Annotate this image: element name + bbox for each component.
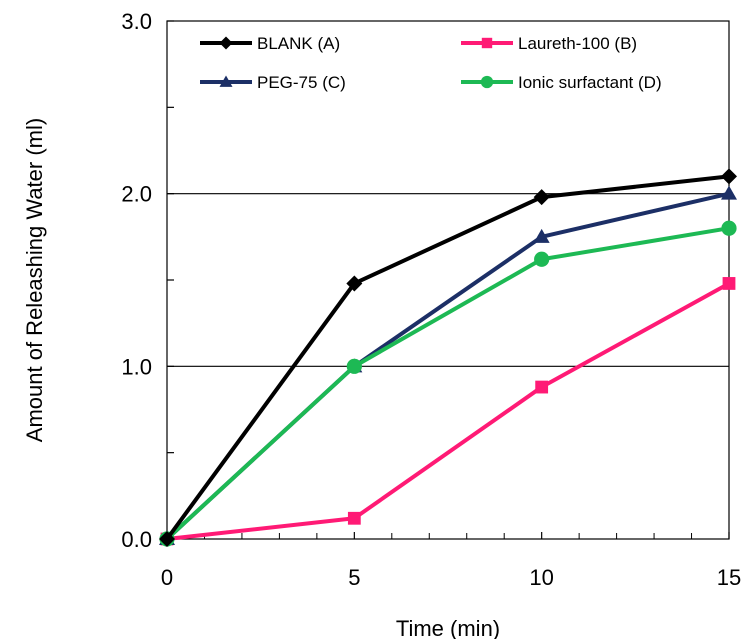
y-tick-label-3: 3.0	[121, 9, 152, 34]
series-0	[159, 168, 737, 547]
x-tick-label-0: 0	[161, 565, 173, 590]
series-1-point-2	[535, 380, 549, 394]
series-line-3	[165, 226, 730, 541]
x-tick-label-1: 5	[348, 565, 360, 590]
series-3-point-2	[534, 251, 550, 267]
series-3	[159, 220, 737, 547]
series-3-point-1	[346, 358, 362, 374]
y-axis-title: Amount of Releashing Water (ml)	[22, 118, 47, 442]
y-tick-label-0: 0.0	[121, 527, 152, 552]
series-line-1	[166, 281, 730, 541]
y-tick-label-2: 2.0	[121, 182, 152, 207]
legend-label-3: Ionic surfactant (D)	[518, 73, 662, 92]
series-0-point-1	[346, 275, 363, 292]
series-3-point-3	[721, 220, 737, 236]
series-1-point-1	[347, 511, 361, 525]
legend-label-0: BLANK (A)	[257, 34, 340, 53]
legend-item-0: BLANK (A)	[200, 34, 340, 53]
x-axis-title: Time (min)	[396, 616, 500, 639]
legend-item-1: Laureth-100 (B)	[461, 34, 637, 53]
series-1	[160, 277, 736, 546]
legend-swatch-marker-1	[481, 37, 493, 49]
series-line-0	[165, 174, 730, 541]
legend-swatch-marker-2	[219, 75, 233, 87]
legend: BLANK (A) Laureth-100 (B) PEG-75 (C) Ionic …	[200, 34, 662, 92]
series-0-point-3	[721, 168, 737, 185]
series-0-point-0	[159, 531, 175, 547]
legend-label-2: PEG-75 (C)	[257, 73, 346, 92]
x-tick-label-2: 10	[529, 565, 553, 590]
series-2-point-3	[721, 185, 737, 200]
series-1-point-3	[722, 277, 736, 290]
series-2-point-2	[533, 228, 550, 243]
legend-swatch-marker-3	[480, 75, 494, 89]
x-tick-label-3: 15	[717, 565, 741, 590]
legend-item-3: Ionic surfactant (D)	[461, 73, 662, 92]
legend-label-1: Laureth-100 (B)	[518, 34, 637, 53]
legend-item-2: PEG-75 (C)	[200, 73, 346, 92]
tick-layer: 0.0 1.0 2.0 3.0 0 5 10 15	[121, 9, 741, 590]
y-tick-label-1: 1.0	[121, 354, 152, 379]
legend-swatch-marker-0	[219, 36, 233, 50]
grid-layer	[167, 193, 729, 367]
series-0-point-2	[533, 189, 550, 206]
series-layer	[159, 168, 737, 547]
